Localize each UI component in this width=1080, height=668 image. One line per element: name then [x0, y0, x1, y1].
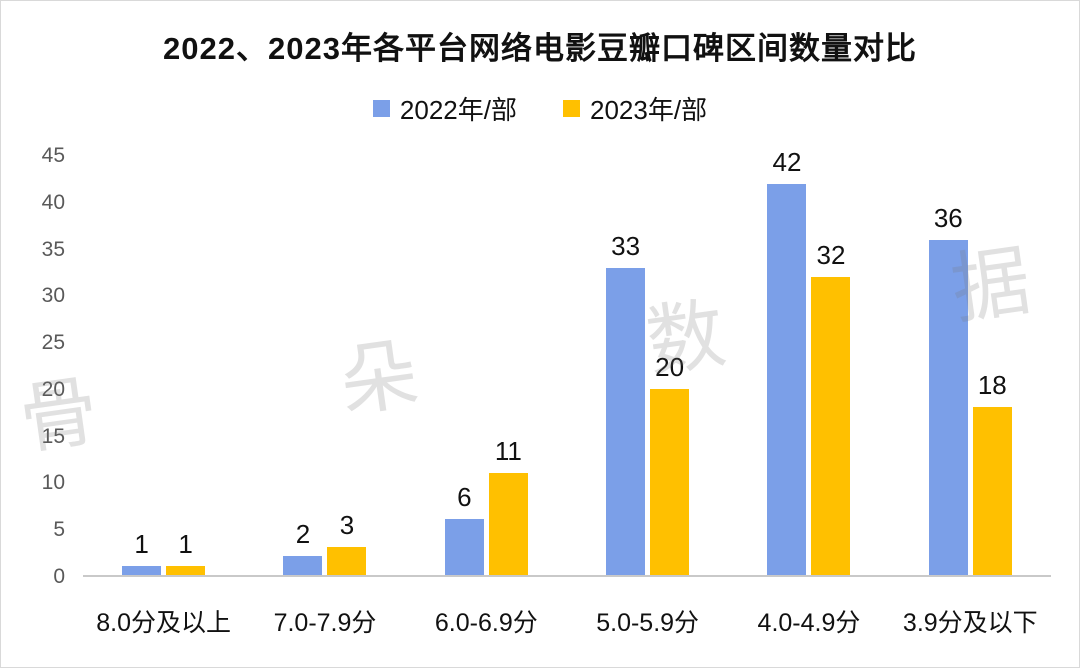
y-tick-label: 30	[41, 284, 65, 308]
chart-title: 2022、2023年各平台网络电影豆瓣口碑区间数量对比	[163, 31, 917, 66]
bar: 42	[767, 147, 807, 575]
bar: 1	[166, 529, 206, 575]
y-tick-label: 25	[41, 331, 65, 355]
legend-label: 2022年/部	[399, 95, 517, 125]
bar: 1	[122, 529, 162, 575]
y-tick-label: 15	[41, 424, 65, 448]
legend-label: 2023年/部	[590, 95, 708, 125]
x-category-label: 6.0-6.9分	[434, 609, 538, 637]
x-axis: 8.0分及以上 7.0-7.9分 6.0-6.9分 5.0-5.9分 4.0-4.9分 3…	[83, 603, 1051, 639]
bar-value-label: 11	[494, 435, 522, 466]
bar-value-label: 6	[457, 482, 472, 513]
bar: 20	[650, 352, 690, 575]
legend-swatch	[563, 100, 580, 117]
x-category-label: 5.0-5.9分	[596, 609, 700, 637]
bar: 36	[928, 203, 968, 575]
bar: 33	[606, 231, 646, 575]
x-category-label: 3.9分及以下	[902, 609, 1038, 637]
y-tick-label: 0	[53, 565, 65, 588]
legend-item: 2023年/部	[563, 90, 707, 127]
plot: 1 1 2 3 6 11 33 20 42 32 36 18	[83, 147, 1051, 577]
y-tick-label: 35	[41, 237, 65, 261]
x-category-label: 4.0-4.9分	[757, 609, 861, 637]
bar: 3	[327, 510, 367, 575]
bar-group: 33 20	[567, 156, 728, 575]
bar-value-label: 33	[611, 230, 641, 261]
bar-value-label: 2	[295, 519, 311, 550]
bar: 6	[444, 482, 484, 575]
bar-group: 6 11	[406, 156, 567, 575]
bar-value-label: 36	[933, 202, 963, 233]
bar-value-label: 20	[655, 351, 685, 382]
bar: 2	[283, 519, 323, 575]
bar-value-label: 42	[772, 146, 802, 177]
bar-group: 36 18	[890, 156, 1051, 575]
bar: 32	[811, 240, 851, 575]
bar-value-label: 3	[339, 510, 355, 541]
y-axis: 0 5 10 15 20 25 30 35 40 45	[29, 144, 75, 588]
x-category-label: 8.0分及以上	[96, 609, 232, 637]
y-tick-label: 40	[41, 190, 65, 214]
bar-value-label: 18	[977, 370, 1007, 401]
bar-value-label: 32	[816, 240, 846, 271]
bar: 18	[972, 370, 1012, 575]
y-tick-label: 45	[41, 144, 65, 167]
legend: 2022年/部 2023年/部	[1, 90, 1079, 127]
bar-value-label: 1	[178, 528, 193, 559]
y-tick-label: 20	[41, 377, 65, 401]
y-tick-label: 10	[41, 471, 65, 495]
bar-group: 42 32	[728, 147, 889, 575]
legend-item: 2022年/部	[372, 90, 517, 127]
chart-area: 0 5 10 15 20 25 30 35 40 45 1 1 2 3 6 11 33 20 42 32 36 18	[29, 144, 1051, 588]
bar: 11	[488, 436, 528, 575]
x-category-label: 7.0-7.9分	[273, 609, 377, 637]
bar-value-label: 1	[134, 528, 149, 559]
legend-swatch	[372, 100, 390, 117]
y-tick-label: 5	[53, 518, 65, 542]
